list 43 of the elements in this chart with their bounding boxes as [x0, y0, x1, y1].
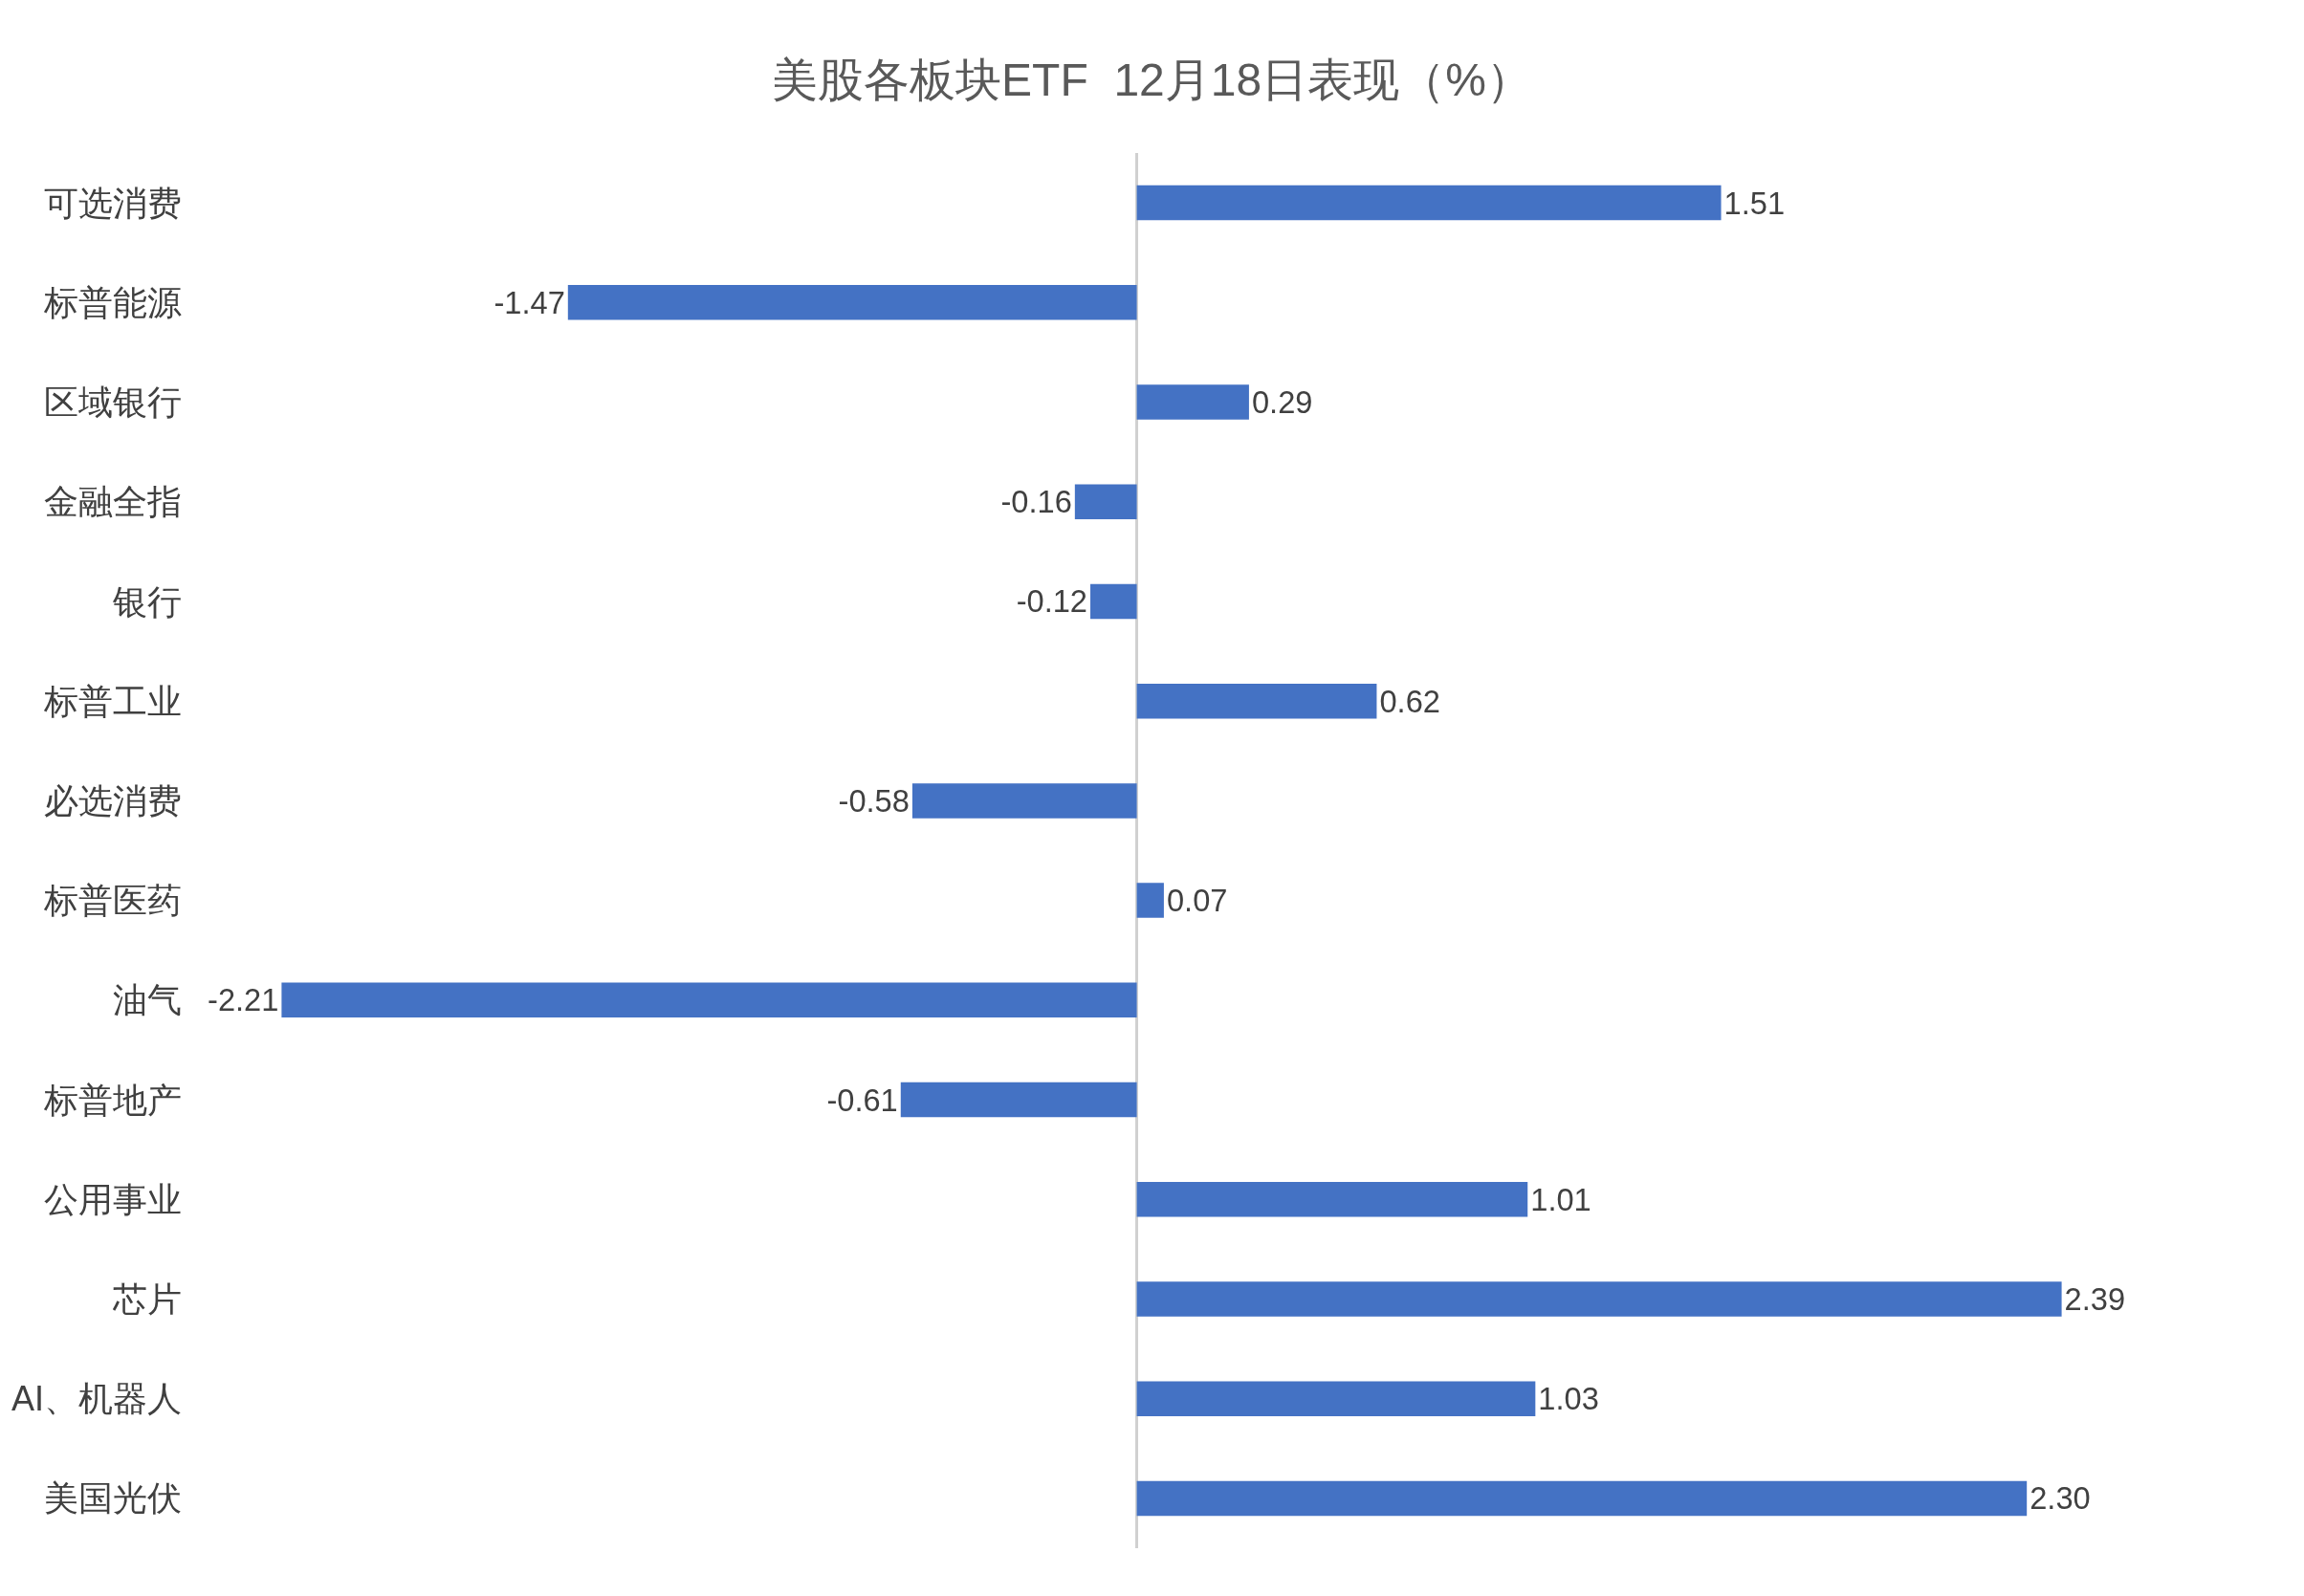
data-label: -0.12	[1016, 583, 1088, 620]
y-tick-label: 标普医药	[43, 881, 182, 921]
data-label: -1.47	[494, 284, 565, 320]
y-tick-label: 银行	[112, 581, 182, 622]
bar	[1136, 1381, 1536, 1416]
bar	[567, 285, 1137, 320]
bar	[1136, 1480, 2028, 1517]
bar	[281, 982, 1137, 1018]
y-tick-label: 标普能源	[43, 282, 182, 322]
bar	[1136, 1281, 2062, 1317]
data-label: -0.16	[1000, 484, 1072, 520]
bar	[1136, 384, 1249, 420]
y-tick-label: 公用事业	[44, 1179, 182, 1219]
data-label: 2.39	[2064, 1280, 2126, 1317]
y-tick-label: 金融全指	[44, 482, 182, 522]
data-label: 0.29	[1251, 384, 1313, 421]
y-tick-label: 标普工业	[43, 681, 182, 721]
data-label: 2.30	[2030, 1480, 2091, 1517]
y-tick-label: 区域银行	[44, 383, 182, 423]
bar	[900, 1082, 1137, 1118]
bar	[1074, 484, 1137, 519]
bar	[1136, 185, 1722, 221]
bar	[911, 783, 1137, 819]
y-tick-label: 标普地产	[43, 1080, 182, 1120]
bar	[1090, 583, 1137, 620]
data-label: 0.07	[1166, 883, 1228, 919]
data-label: -2.21	[208, 982, 279, 1018]
y-tick-label: AI、机器人	[11, 1379, 182, 1419]
data-label: 0.62	[1379, 683, 1440, 719]
y-tick-label: 必选消费	[44, 780, 182, 820]
data-label: -0.58	[838, 782, 910, 819]
y-tick-label: 芯片	[112, 1279, 182, 1320]
data-label: 1.51	[1723, 185, 1786, 221]
y-tick-label: 可选消费	[44, 183, 182, 223]
data-label: 1.01	[1530, 1181, 1591, 1217]
y-tick-label: 美国光伏	[44, 1478, 182, 1519]
data-label: -0.61	[826, 1082, 898, 1118]
y-tick-label: 油气	[113, 980, 182, 1020]
bar	[1136, 1182, 1528, 1217]
bar	[1136, 883, 1164, 918]
data-label: 1.03	[1538, 1381, 1599, 1417]
bar	[1136, 683, 1377, 719]
chart-title: 美股各板块ETF 12月18日表现（%）	[772, 55, 1532, 106]
